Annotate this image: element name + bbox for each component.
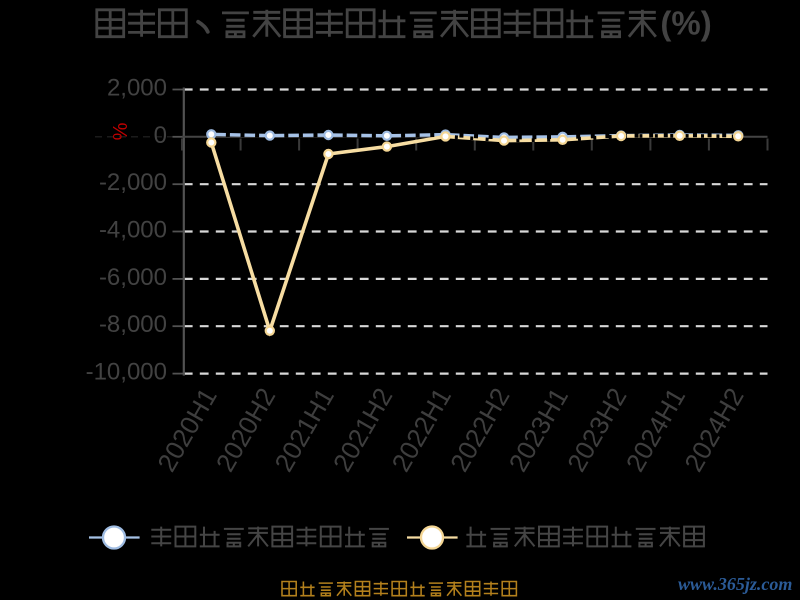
svg-text:%: % (110, 122, 132, 140)
svg-text:2,000: 2,000 (107, 75, 167, 102)
svg-text:0: 0 (154, 122, 167, 149)
svg-text:-2,000: -2,000 (99, 169, 167, 196)
svg-text:-6,000: -6,000 (99, 264, 167, 291)
svg-text:-4,000: -4,000 (99, 217, 167, 244)
svg-text:-10,000: -10,000 (86, 359, 167, 386)
svg-text:(%): (%) (660, 5, 711, 42)
svg-text:-8,000: -8,000 (99, 311, 167, 338)
svg-text:www.365jz.com: www.365jz.com (678, 574, 792, 594)
